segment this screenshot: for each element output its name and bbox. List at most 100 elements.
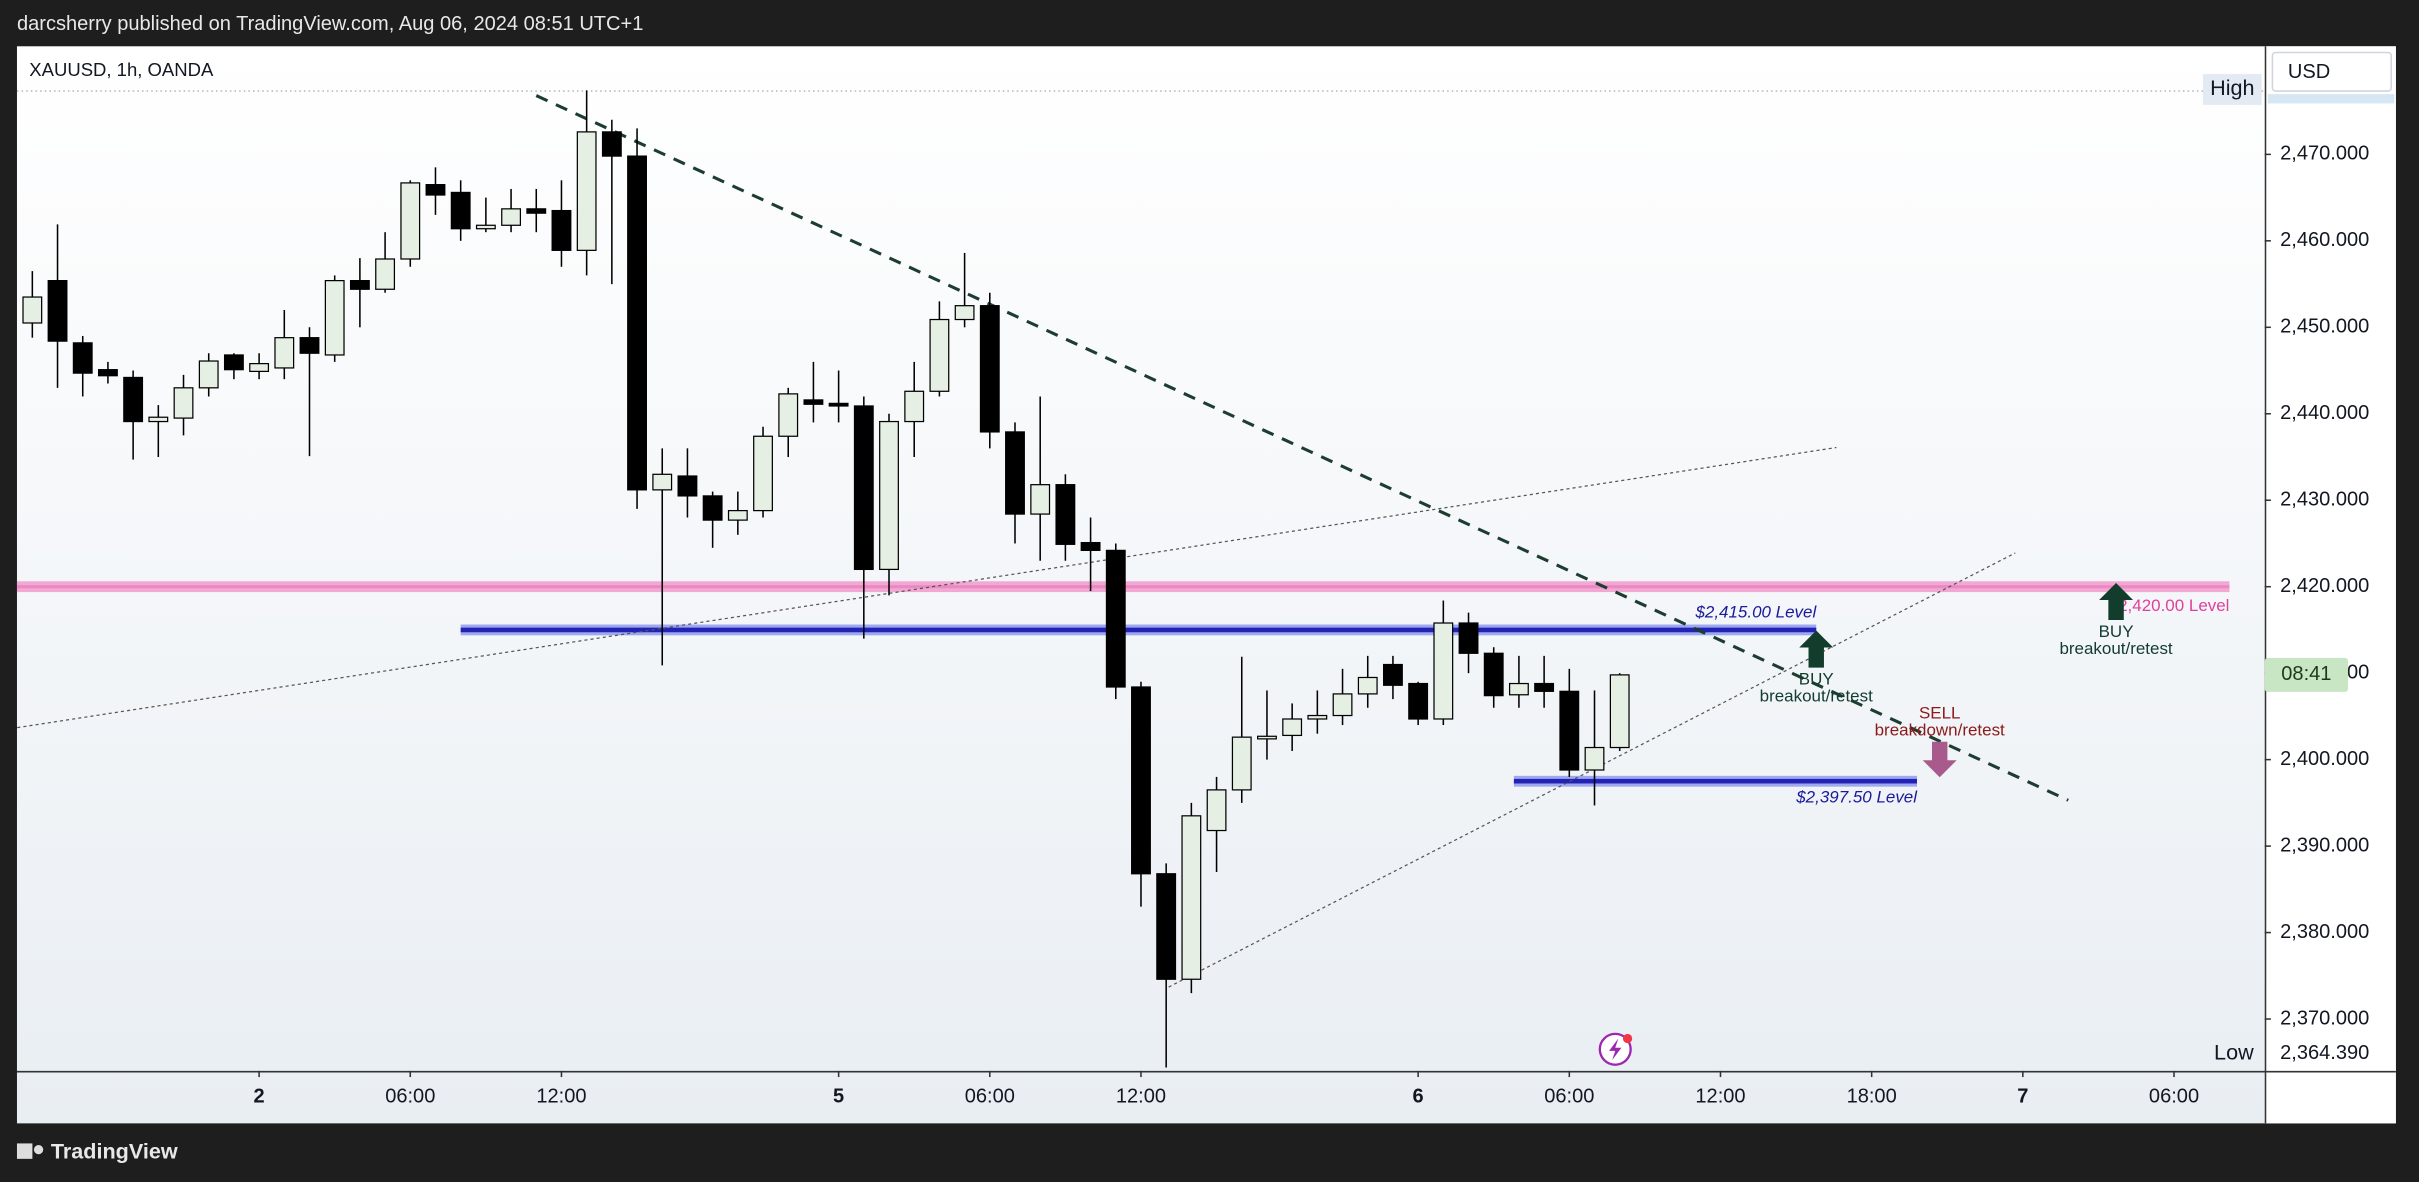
candle-body (1382, 663, 1403, 686)
candle-body (929, 318, 950, 392)
low-price: 2,364.390 (2280, 1042, 2369, 1064)
trendline (535, 94, 2069, 802)
candle-body (778, 393, 799, 437)
candle-body (425, 184, 446, 196)
candle-body (223, 354, 244, 371)
candle-body (677, 475, 698, 497)
signal-action: BUY (1799, 669, 1834, 688)
high-price-bg (2267, 94, 2395, 104)
y-tick-label: 2,400.000 (2280, 748, 2369, 770)
brand: TradingView (51, 1138, 178, 1163)
candle-body (324, 279, 345, 356)
candle-body (1508, 682, 1529, 696)
candle-body (274, 337, 295, 369)
candle-body (1231, 736, 1252, 791)
candle-body (576, 131, 597, 251)
x-tick-label: 12:00 (1116, 1085, 1166, 1107)
candle-body (1181, 815, 1202, 980)
candle-body (979, 305, 1000, 433)
y-tick-label: 2,370.000 (2280, 1007, 2369, 1029)
candle-body (97, 369, 118, 377)
symbol-title: XAUUSD, 1h, OANDA (29, 59, 214, 80)
level-label: $2,397.50 Level (1795, 788, 1918, 807)
candle-body (1156, 873, 1177, 980)
candle-body (47, 279, 68, 342)
y-tick-label: 2,440.000 (2280, 402, 2369, 424)
candle-body (1332, 693, 1353, 717)
candle-body (1005, 431, 1025, 515)
candle-body (450, 191, 471, 230)
candle-body (1307, 714, 1328, 720)
y-tick-label: 2,390.000 (2280, 834, 2369, 856)
candle-body (1206, 789, 1227, 832)
candle-body (22, 296, 43, 324)
candle-body (1559, 690, 1580, 771)
y-tick-label: 2,470.000 (2280, 143, 2369, 165)
high-label: High (2210, 75, 2254, 100)
candle-body (1584, 746, 1605, 771)
currency-box[interactable] (2271, 51, 2393, 92)
candle-body (1534, 682, 1555, 692)
candle-body (803, 399, 824, 405)
candle-body (1257, 735, 1277, 740)
countdown-bg (2264, 657, 2349, 692)
y-tick-label: 2,380.000 (2280, 921, 2369, 943)
candle-body (1131, 686, 1151, 875)
candle-body (601, 131, 622, 157)
candle-body (501, 208, 522, 226)
candle-body (753, 435, 773, 512)
signal-action: SELL (1919, 703, 1961, 722)
x-tick-label: 18:00 (1847, 1085, 1897, 1107)
y-tick-label: 2,430.000 (2280, 489, 2369, 511)
candle-body (1357, 676, 1378, 695)
low-label: Low (2214, 1040, 2254, 1065)
candle-body (1055, 484, 1076, 545)
trendline (17, 446, 1837, 729)
candle-body (72, 342, 93, 374)
candle-body (123, 376, 144, 423)
candle-body (1609, 674, 1630, 749)
signal-arrow (2099, 582, 2134, 621)
y-tick-label: 2,460.000 (2280, 229, 2369, 251)
low-price-bg (2267, 1040, 2395, 1068)
x-tick-label: 6 (1413, 1085, 1424, 1107)
signal-action: BUY (2099, 622, 2134, 641)
candle-body (551, 209, 572, 251)
candle-body (627, 155, 647, 491)
candle-body (375, 258, 396, 290)
signal-arrow (1922, 741, 1957, 778)
x-tick-label: 06:00 (2149, 1085, 2199, 1107)
countdown: 08:41 (2281, 663, 2331, 685)
candle-body (1408, 682, 1429, 720)
published: darcsherry published on TradingView.com,… (17, 13, 643, 35)
x-tick-label: 5 (833, 1085, 844, 1107)
flash-icon[interactable] (1598, 1032, 1633, 1066)
candle-body (1282, 718, 1303, 737)
candle-body (1433, 622, 1454, 720)
y-tick-label: 2,450.000 (2280, 316, 2369, 338)
candle-body (400, 182, 421, 260)
x-tick-label: 06:00 (1544, 1085, 1594, 1107)
signal-note: breakout/retest (1760, 686, 1873, 705)
candle-body (349, 279, 370, 290)
signal-arrow (1799, 630, 1834, 668)
candle-body (1080, 541, 1101, 551)
candle-body (702, 495, 723, 521)
candle-body (652, 473, 673, 491)
candle-body (1483, 652, 1504, 697)
signal-note: breakout/retest (2059, 639, 2172, 658)
candle-body (299, 337, 320, 354)
candle-body (1458, 622, 1479, 654)
x-tick-label: 12:00 (536, 1085, 586, 1107)
x-tick-label: 06:00 (385, 1085, 435, 1107)
candle-body (904, 390, 925, 423)
candle-body (828, 402, 849, 407)
candle-body (879, 420, 899, 571)
level-label: $2,420.00 Level (2109, 596, 2230, 615)
candle-body (954, 305, 975, 321)
candle-body (173, 387, 194, 419)
candle-body (1030, 484, 1051, 515)
candle-body (249, 363, 270, 373)
